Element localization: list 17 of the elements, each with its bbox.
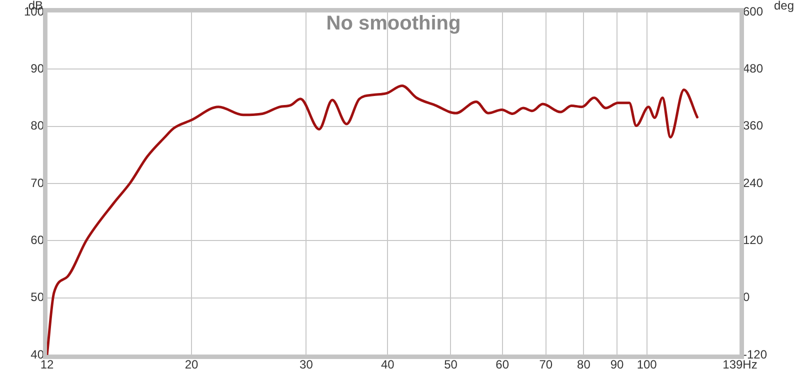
y2-tick-label: 600: [743, 4, 764, 18]
x-tick-label: 100: [636, 358, 658, 372]
y2-tick-label: 120: [743, 232, 764, 247]
y2-tick-label: 360: [743, 118, 764, 133]
x-tick-label: 12: [40, 358, 54, 372]
y2-tick-label: 240: [743, 176, 764, 190]
x-tick-label: 70: [539, 358, 553, 372]
x-tick-label: 50: [444, 358, 458, 372]
x-tick-label: 60: [496, 358, 510, 372]
x-tick-label: 20: [184, 358, 199, 372]
x-tick-label: 90: [610, 358, 624, 372]
y2-tick-label: 480: [743, 61, 764, 76]
x-tick-label: 30: [300, 358, 314, 372]
y2-axis-title: deg: [774, 0, 794, 12]
chart-title: No smoothing: [326, 12, 461, 35]
x-tick-label: 40: [380, 358, 395, 372]
x-tick-label: 80: [577, 358, 591, 372]
